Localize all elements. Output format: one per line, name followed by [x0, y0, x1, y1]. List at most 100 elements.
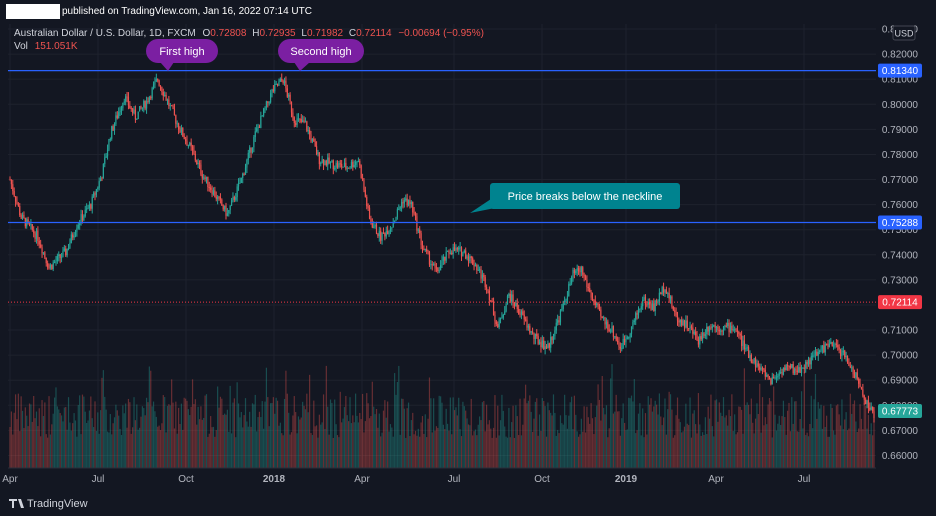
candle-body[interactable]	[838, 347, 840, 350]
candle-body[interactable]	[161, 87, 163, 92]
candle-body[interactable]	[485, 287, 488, 290]
candle-body[interactable]	[175, 115, 177, 124]
candle-body[interactable]	[562, 301, 564, 309]
candle-body[interactable]	[21, 214, 24, 219]
candle-body[interactable]	[745, 348, 747, 350]
candle-body[interactable]	[807, 359, 810, 365]
candle-body[interactable]	[139, 106, 141, 112]
candle-body[interactable]	[325, 160, 327, 166]
candle-body[interactable]	[727, 322, 729, 327]
candle-body[interactable]	[467, 256, 470, 262]
candle-body[interactable]	[197, 163, 199, 165]
candle-body[interactable]	[35, 230, 38, 239]
candle-body[interactable]	[120, 108, 123, 111]
candle-body[interactable]	[320, 162, 322, 165]
candle-body[interactable]	[511, 294, 513, 302]
candle-body[interactable]	[853, 374, 856, 378]
candle-body[interactable]	[299, 118, 301, 120]
candle-body[interactable]	[637, 309, 640, 315]
candle-body[interactable]	[228, 210, 230, 214]
candle-body[interactable]	[682, 320, 684, 326]
candle-body[interactable]	[218, 196, 220, 198]
candle-body[interactable]	[306, 121, 308, 131]
candle-body[interactable]	[630, 326, 633, 334]
candle-body[interactable]	[203, 177, 205, 179]
candle-body[interactable]	[313, 138, 315, 142]
candle-body[interactable]	[382, 232, 385, 234]
candle-body[interactable]	[540, 342, 542, 348]
candle-body[interactable]	[224, 205, 226, 210]
candle-body[interactable]	[643, 297, 645, 300]
candle-body[interactable]	[152, 84, 155, 88]
candle-body[interactable]	[242, 173, 244, 178]
candle-body[interactable]	[413, 212, 415, 214]
candle-body[interactable]	[304, 121, 307, 123]
candle-body[interactable]	[440, 265, 442, 271]
candle-body[interactable]	[34, 233, 36, 239]
candle-body[interactable]	[555, 322, 557, 331]
candle-body[interactable]	[793, 368, 796, 374]
candle-body[interactable]	[190, 142, 192, 147]
candle-body[interactable]	[519, 313, 521, 315]
candle-body[interactable]	[193, 150, 195, 154]
candle-body[interactable]	[236, 186, 238, 198]
candle-body[interactable]	[207, 176, 209, 188]
candle-body[interactable]	[374, 224, 376, 227]
candle-body[interactable]	[56, 255, 58, 262]
candle-body[interactable]	[565, 299, 567, 301]
candle-body[interactable]	[826, 343, 828, 345]
candle-body[interactable]	[484, 277, 486, 288]
candle-body[interactable]	[660, 292, 662, 295]
candle-body[interactable]	[866, 400, 868, 405]
candle-body[interactable]	[137, 111, 139, 120]
candle-body[interactable]	[334, 168, 336, 170]
candle-body[interactable]	[187, 145, 189, 147]
candle-body[interactable]	[474, 265, 477, 267]
candle-body[interactable]	[580, 267, 582, 273]
candle-body[interactable]	[759, 366, 761, 370]
candle-body[interactable]	[352, 161, 354, 168]
candle-body[interactable]	[812, 355, 814, 357]
candle-body[interactable]	[201, 174, 203, 179]
candle-body[interactable]	[329, 161, 332, 164]
candle-body[interactable]	[455, 248, 457, 251]
candle-body[interactable]	[402, 201, 404, 204]
candle-body[interactable]	[360, 165, 362, 179]
candle-body[interactable]	[675, 311, 677, 316]
candle-body[interactable]	[778, 372, 780, 376]
candle-body[interactable]	[87, 208, 89, 210]
candle-body[interactable]	[583, 274, 585, 277]
candle-body[interactable]	[605, 321, 608, 325]
candle-body[interactable]	[742, 340, 744, 347]
candle-body[interactable]	[133, 109, 135, 113]
candle-body[interactable]	[598, 306, 601, 310]
candle-body[interactable]	[505, 303, 507, 312]
candle-body[interactable]	[93, 193, 95, 197]
candle-body[interactable]	[782, 367, 785, 375]
candle-body[interactable]	[173, 108, 176, 116]
candle-body[interactable]	[734, 329, 736, 331]
candle-body[interactable]	[547, 343, 549, 349]
candle-body[interactable]	[642, 299, 644, 307]
candle-body[interactable]	[775, 377, 778, 379]
neckline-break-bubble[interactable]	[490, 183, 680, 209]
candle-body[interactable]	[317, 152, 319, 155]
candle-body[interactable]	[530, 331, 532, 333]
candle-body[interactable]	[622, 338, 624, 349]
candle-body[interactable]	[842, 350, 844, 353]
candle-body[interactable]	[674, 310, 676, 312]
candle-body[interactable]	[431, 264, 433, 266]
candle-body[interactable]	[446, 250, 449, 252]
candle-body[interactable]	[692, 327, 694, 334]
candle-body[interactable]	[459, 247, 461, 249]
candle-body[interactable]	[591, 297, 594, 301]
candle-body[interactable]	[823, 345, 825, 353]
candle-body[interactable]	[520, 311, 523, 315]
candle-body[interactable]	[210, 187, 212, 190]
candle-body[interactable]	[243, 173, 245, 175]
candle-body[interactable]	[60, 257, 63, 259]
candle-body[interactable]	[441, 260, 443, 266]
candle-body[interactable]	[295, 123, 297, 125]
candle-body[interactable]	[162, 91, 164, 96]
candle-body[interactable]	[168, 99, 170, 106]
